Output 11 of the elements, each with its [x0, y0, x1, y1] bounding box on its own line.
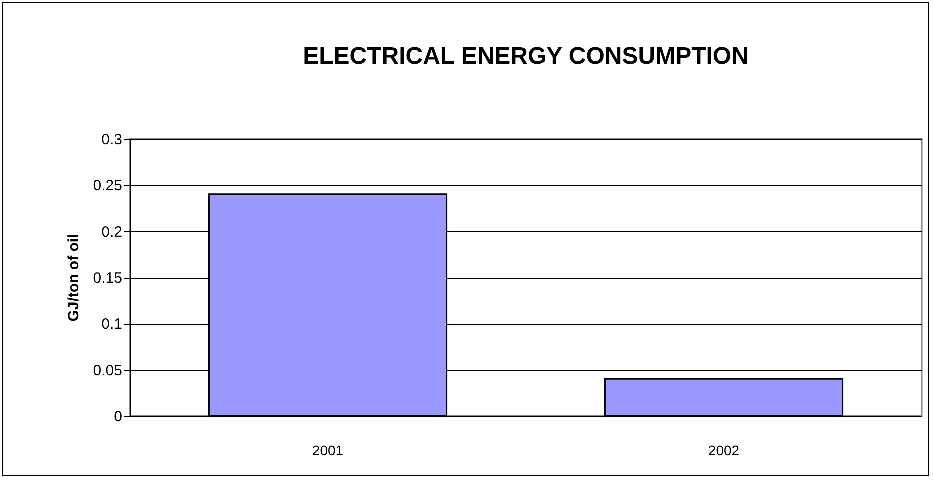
y-tick-label: 0.15 — [93, 270, 122, 287]
y-tick-label: 0.05 — [93, 362, 122, 380]
y-tick-label: 0.1 — [102, 316, 122, 334]
y-tick-label: 0 — [114, 408, 122, 426]
y-tick-label: 0.25 — [93, 178, 122, 195]
x-tick-label: 2001 — [312, 442, 344, 458]
y-tick-label: 0.3 — [102, 132, 122, 148]
x-tick-label: 2002 — [708, 442, 740, 458]
y-axis-title: GJ/ton of oil — [65, 234, 82, 322]
y-tick-label: 0.2 — [102, 224, 122, 241]
chart-title: ELECTRICAL ENERGY CONSUMPTION — [303, 43, 749, 70]
